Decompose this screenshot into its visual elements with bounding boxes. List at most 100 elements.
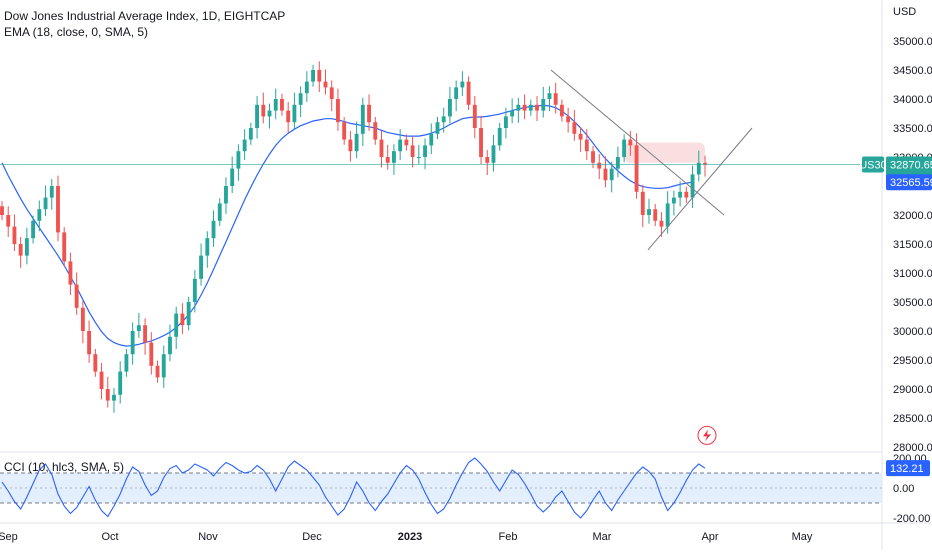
- candle-up: [31, 220, 36, 239]
- candle-up: [392, 151, 396, 163]
- candle-up: [161, 354, 166, 378]
- candle-up: [43, 197, 48, 210]
- candle-down: [93, 354, 98, 372]
- candle-down: [466, 81, 471, 105]
- time-axis-label: Dec: [302, 531, 322, 543]
- candle-down: [342, 122, 347, 140]
- time-axis-label: Feb: [499, 531, 518, 543]
- candle-down: [640, 191, 645, 215]
- candle-down: [584, 139, 589, 152]
- candle-down: [410, 145, 415, 157]
- resistance-zone: [624, 142, 705, 163]
- candle-up: [429, 133, 434, 146]
- candle-up: [510, 110, 515, 117]
- candle-down: [628, 139, 633, 146]
- candle-up: [217, 203, 222, 221]
- candle-down: [591, 151, 595, 163]
- cci-tick-label: -200.00: [893, 513, 930, 525]
- candle-up: [678, 191, 683, 198]
- candle-down: [578, 133, 583, 140]
- price-tick-label: 29000.00: [893, 384, 932, 396]
- candle-up: [267, 110, 272, 117]
- candle-down: [348, 139, 353, 152]
- price-tick-label: 34000.00: [893, 94, 932, 106]
- candle-down: [566, 116, 571, 123]
- candle-down: [105, 389, 110, 401]
- time-axis-label: May: [792, 531, 813, 543]
- candle-down: [597, 162, 602, 169]
- candle-down: [143, 325, 148, 343]
- candle-down: [479, 128, 483, 157]
- candle-down: [0, 206, 4, 215]
- price-tick-label: 28500.00: [893, 413, 932, 425]
- candle-up: [696, 162, 701, 175]
- candle-up: [118, 371, 123, 395]
- candle-up: [230, 168, 235, 186]
- candle-down: [56, 186, 60, 233]
- candle-down: [74, 284, 79, 308]
- candle-down: [559, 104, 564, 117]
- candle-up: [49, 186, 54, 198]
- time-axis-label: Nov: [198, 531, 218, 543]
- candle-down: [603, 168, 608, 181]
- symbol-tag-label: US30: [859, 160, 887, 172]
- candle-down: [522, 104, 527, 111]
- candle-up: [622, 139, 627, 157]
- candle-up: [454, 87, 459, 99]
- lightning-icon-glyph: [703, 429, 711, 442]
- candle-up: [205, 238, 210, 256]
- candle-up: [448, 99, 452, 117]
- candle-up: [298, 93, 303, 105]
- candle-down: [18, 244, 23, 256]
- candle-up: [665, 203, 670, 227]
- candle-up: [360, 104, 365, 134]
- price-tick-label: 34500.00: [893, 65, 932, 77]
- candle-up: [690, 174, 695, 198]
- candle-down: [659, 220, 664, 227]
- candle-up: [292, 104, 297, 123]
- candle-down: [280, 99, 284, 111]
- candle-up: [441, 116, 446, 123]
- candle-up: [199, 255, 204, 279]
- ema-tag: [886, 174, 932, 191]
- candle-down: [385, 157, 390, 163]
- candle-down: [317, 70, 322, 82]
- candle-up: [37, 209, 42, 221]
- candle-up: [224, 186, 228, 204]
- time-axis-label: 2023: [398, 531, 422, 543]
- candle-up: [311, 70, 315, 82]
- trendline-ascending[interactable]: [647, 127, 753, 251]
- candle-up: [615, 157, 620, 169]
- candle-down: [367, 104, 371, 123]
- candle-down: [379, 139, 384, 157]
- candle-down: [553, 93, 558, 105]
- price-tick-label: 30000.00: [893, 326, 932, 338]
- candle-up: [273, 99, 278, 111]
- candle-down: [80, 307, 85, 331]
- candle-up: [211, 220, 216, 239]
- candle-up: [491, 145, 496, 163]
- candle-up: [130, 331, 135, 355]
- candle-down: [155, 365, 160, 378]
- price-tick-label: 31000.00: [893, 268, 932, 280]
- candle-down: [6, 215, 11, 227]
- candle-up: [503, 116, 508, 128]
- candle-up: [460, 81, 465, 88]
- candle-down: [329, 87, 334, 99]
- candle-up: [255, 104, 259, 128]
- candle-up: [416, 157, 421, 158]
- cci-tick-label: 0.00: [893, 483, 914, 495]
- candle-down: [149, 342, 154, 366]
- candle-up: [136, 325, 141, 331]
- candle-down: [99, 371, 104, 389]
- candle-down: [261, 104, 266, 117]
- trendline-descending[interactable]: [550, 69, 725, 216]
- candle-up: [112, 394, 116, 401]
- candle-up: [354, 133, 359, 152]
- candle-down: [472, 104, 477, 128]
- candle-down: [336, 99, 340, 123]
- candle-up: [547, 93, 552, 99]
- time-axis-label: Apr: [701, 531, 718, 543]
